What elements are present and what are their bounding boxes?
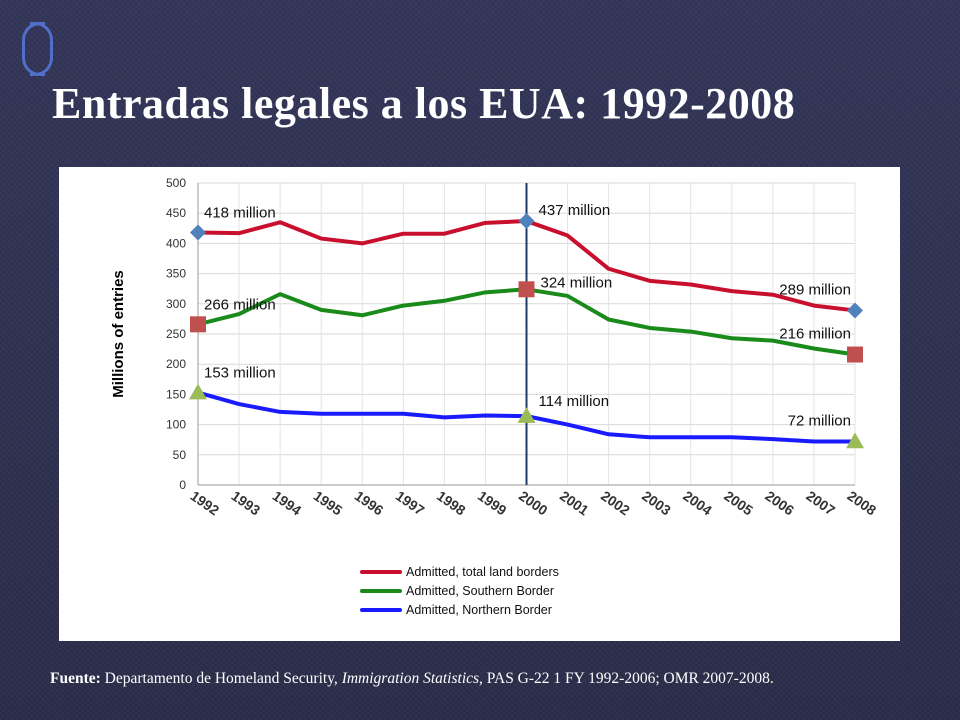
- x-tick-label: 2001: [557, 487, 592, 518]
- x-tick-label: 1993: [229, 487, 264, 518]
- x-tick-label: 1992: [188, 487, 223, 518]
- data-marker-southern-border: [518, 281, 535, 298]
- legend-label-total-land-borders: Admitted, total land borders: [406, 565, 559, 579]
- data-marker-northern-border: [517, 407, 536, 423]
- x-tick-label: 1999: [475, 487, 510, 518]
- data-marker-total-land-borders: [190, 224, 206, 241]
- data-label: 72 million: [788, 413, 851, 430]
- source-label: Fuente:: [50, 670, 101, 687]
- slide-decoration-bracket-right: [30, 22, 53, 76]
- source-italic: Immigration Statistics: [341, 670, 480, 687]
- y-tick-label: 50: [173, 448, 187, 462]
- x-tick-label: 2005: [721, 487, 756, 518]
- data-label: 324 million: [541, 274, 613, 291]
- x-tick-label: 2004: [680, 487, 715, 518]
- y-tick-label: 0: [179, 478, 186, 492]
- x-tick-label: 1994: [270, 487, 305, 518]
- y-tick-label: 200: [166, 357, 186, 371]
- data-label: 266 million: [204, 296, 276, 313]
- x-tick-label: 1996: [352, 487, 387, 518]
- y-tick-label: 500: [166, 176, 186, 190]
- x-tick-label: 1997: [393, 487, 428, 518]
- data-label: 216 million: [779, 326, 851, 343]
- y-tick-label: 100: [166, 418, 186, 432]
- y-tick-label: 350: [166, 267, 186, 281]
- data-marker-southern-border: [190, 316, 206, 333]
- y-tick-label: 450: [166, 206, 186, 220]
- data-label: 153 million: [204, 365, 276, 382]
- source-text-after: , PAS G-22 1 FY 1992-2006; OMR 2007-2008…: [479, 670, 774, 687]
- x-tick-label: 2002: [598, 487, 633, 518]
- data-marker-southern-border: [847, 346, 863, 363]
- y-tick-label: 150: [166, 387, 186, 401]
- source-text-before: Departamento de Homeland Security,: [100, 670, 342, 687]
- x-tick-label: 2006: [762, 487, 797, 518]
- data-label: 114 million: [539, 393, 610, 410]
- x-tick-label: 1995: [311, 487, 346, 518]
- data-label: 418 million: [204, 205, 276, 222]
- y-tick-label: 300: [166, 297, 186, 311]
- x-tick-label: 1998: [434, 487, 469, 518]
- data-marker-northern-border: [189, 383, 207, 400]
- slide-title: Entradas legales a los EUA: 1992-2008: [52, 79, 796, 128]
- data-marker-total-land-borders: [518, 213, 535, 230]
- legend-label-northern-border: Admitted, Northern Border: [406, 603, 552, 617]
- x-tick-label: 2003: [639, 487, 674, 518]
- chart-panel: 0 50 100 150 200 250 300 350 400 450 500 Millions o…: [59, 167, 900, 641]
- y-tick-label: 250: [166, 327, 186, 341]
- data-marker-total-land-borders: [847, 302, 863, 319]
- line-chart: 0 50 100 150 200 250 300 350 400 450 500 Millions o…: [110, 176, 880, 617]
- x-tick-label: 2000: [516, 487, 551, 518]
- legend-label-southern-border: Admitted, Southern Border: [406, 584, 554, 598]
- y-axis-label: Millions of entries: [110, 270, 127, 398]
- source-note: Fuente: Departamento de Homeland Securit…: [50, 668, 910, 689]
- x-tick-label: 2008: [845, 487, 880, 518]
- data-marker-northern-border: [846, 432, 864, 449]
- data-label: 289 million: [779, 281, 851, 298]
- y-tick-label: 400: [166, 236, 186, 250]
- data-label: 437 million: [539, 202, 611, 219]
- x-tick-label: 2007: [803, 487, 838, 518]
